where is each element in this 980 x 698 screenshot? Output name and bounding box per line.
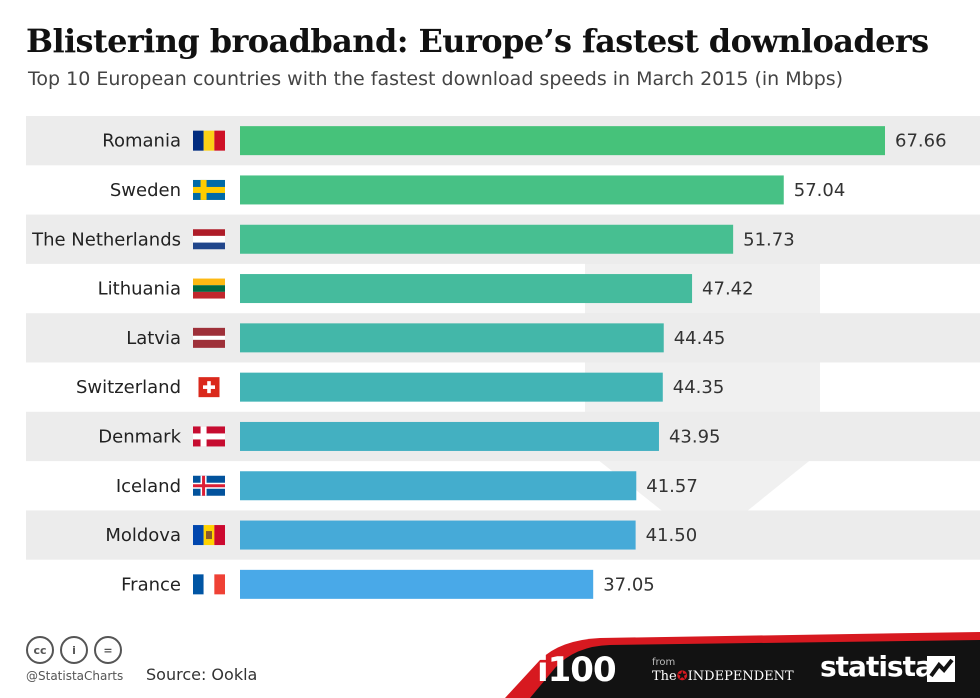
category-label: Lithuania — [98, 279, 181, 300]
category-label: France — [121, 574, 181, 595]
bar — [240, 274, 693, 304]
license-icons: cc i = — [26, 636, 122, 664]
no-derivatives-icon: = — [94, 636, 122, 664]
denmark-flag-icon — [193, 426, 225, 447]
category-label: The Netherlands — [31, 229, 181, 250]
bar — [240, 175, 784, 205]
latvia-flag-icon — [193, 327, 225, 348]
lithuania-flag-icon — [193, 278, 225, 299]
value-label: 37.05 — [603, 574, 655, 595]
attribution-icon: i — [60, 636, 88, 664]
category-label: Switzerland — [76, 377, 181, 398]
category-label: Iceland — [116, 476, 181, 497]
category-labels: Romania Sweden The Netherlands Lithuania Lat… — [31, 131, 181, 596]
switzerland-flag-icon — [198, 377, 220, 398]
i100-logo: i100 — [537, 650, 617, 690]
bar — [240, 520, 636, 550]
independent-the: The — [652, 669, 677, 684]
value-labels: 67.66 57.04 51.73 47.42 44.45 44.35 43.95 41.57… — [603, 131, 946, 596]
category-label: Sweden — [110, 180, 181, 201]
value-label: 51.73 — [743, 229, 795, 250]
bar — [240, 224, 734, 254]
cc-icon: cc — [26, 636, 54, 664]
bar — [240, 323, 664, 353]
value-label: 41.50 — [646, 525, 698, 546]
bar — [240, 421, 659, 451]
category-label: Romania — [102, 131, 181, 152]
value-label: 67.66 — [895, 131, 947, 152]
france-flag-icon — [193, 574, 225, 595]
row-bands — [26, 116, 980, 560]
bar — [240, 569, 594, 599]
statista-logo: statista — [820, 650, 934, 683]
from-label: from — [652, 657, 676, 668]
chart-title: Blistering broadband: Europe’s fastest d… — [26, 22, 929, 60]
value-label: 44.45 — [674, 328, 726, 349]
value-label: 47.42 — [702, 279, 754, 300]
sweden-flag-icon — [193, 179, 225, 200]
value-label: 41.57 — [646, 476, 698, 497]
category-label: Denmark — [98, 426, 181, 447]
netherlands-flag-icon — [193, 229, 225, 250]
eagle-icon: ✪ — [676, 669, 688, 684]
chart-subtitle: Top 10 European countries with the faste… — [28, 68, 844, 90]
category-label: Moldova — [105, 525, 181, 546]
statista-mark-icon — [927, 656, 955, 682]
flags — [193, 130, 225, 595]
bar — [240, 126, 885, 156]
value-label: 57.04 — [794, 180, 846, 201]
bar — [240, 471, 637, 501]
independent-logo: The✪INDEPENDENT — [652, 669, 794, 684]
category-label: Latvia — [126, 328, 181, 349]
bar — [240, 372, 663, 402]
value-label: 43.95 — [669, 426, 721, 447]
value-label: 44.35 — [673, 377, 725, 398]
independent-name: INDEPENDENT — [687, 669, 794, 684]
source-note: Source: Ookla — [146, 665, 258, 684]
statista-handle: @StatistaCharts — [26, 669, 124, 683]
bars — [240, 126, 885, 599]
moldova-flag-icon — [193, 525, 225, 546]
romania-flag-icon — [193, 130, 225, 151]
iceland-flag-icon — [193, 475, 225, 496]
